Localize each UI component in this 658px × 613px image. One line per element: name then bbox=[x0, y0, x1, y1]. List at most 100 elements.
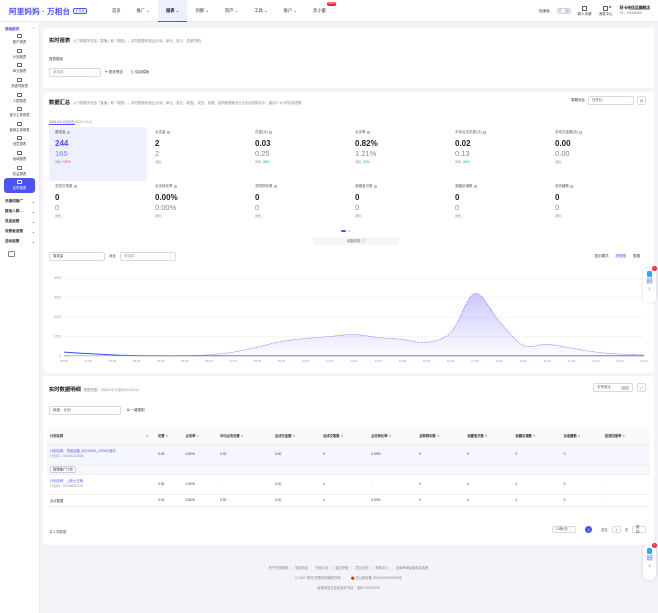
expand-icon: ⤢ bbox=[640, 385, 643, 390]
column-header[interactable]: 总收藏数 ⇅ bbox=[560, 428, 602, 445]
message-center-button[interactable]: 消息中心 bbox=[599, 5, 613, 17]
pin-icon[interactable]: ⊼ bbox=[648, 286, 651, 291]
trend-chart: 0 1000 2000 3000 4000 00:00 01:00 02:00 03:00 04:… bbox=[54, 276, 648, 363]
jump-button[interactable]: 跳转 bbox=[632, 525, 646, 534]
pin-icon[interactable]: ⊼ bbox=[648, 563, 651, 568]
footer-link[interactable]: 法律声明及隐私权政策 bbox=[395, 566, 429, 570]
collapse-menu-icon[interactable] bbox=[8, 250, 15, 257]
metric-card[interactable]: 总收藏数 0 0 对比 - bbox=[549, 181, 647, 235]
sidebar-item-region[interactable]: 地域报表 bbox=[0, 149, 39, 164]
mode-trend-tab[interactable]: 趋势图 bbox=[615, 254, 627, 258]
sidebar-group-basic[interactable]: 基础报表 ⌃ bbox=[5, 26, 35, 32]
column-header[interactable]: 花费 ⇅ bbox=[154, 428, 183, 445]
footer-link[interactable]: 帮助中心 bbox=[375, 566, 389, 570]
column-header[interactable]: ⇅ bbox=[143, 428, 155, 445]
newbie-manual-button[interactable]: 新人手册 bbox=[578, 5, 592, 17]
sidebar-group-event[interactable]: 活动运营 ⌄ bbox=[5, 239, 35, 244]
sidebar-item-plan[interactable]: 计划报表 bbox=[0, 47, 39, 62]
sidebar-item-item-subject[interactable]: 宝贝主体报表 bbox=[0, 105, 39, 120]
sidebar-item-keyword[interactable]: 关键词报表 bbox=[0, 76, 39, 91]
carousel-dots[interactable] bbox=[341, 230, 350, 232]
column-header[interactable]: 总成交金额 ⇅ bbox=[271, 428, 321, 445]
footer-link[interactable]: 廉正举报 bbox=[335, 566, 349, 570]
batch-report-button[interactable]: ⧉ 一键报制 bbox=[127, 408, 145, 412]
footer-link[interactable]: 关于阿里妈妈 bbox=[268, 566, 289, 570]
fullscreen-button[interactable]: ⤢ bbox=[637, 383, 646, 392]
metric-card[interactable]: 花费(元) 0.03 0.25 对比 -88% bbox=[249, 127, 347, 181]
table-row[interactable]: 计划名称：上新七日第 计划ID：83084850244 0.00 0.00% -0.00… bbox=[47, 474, 650, 495]
column-header[interactable]: 计划名称 bbox=[47, 428, 143, 445]
nav-assistant[interactable]: 奔小蜜 NEW bbox=[313, 2, 336, 13]
nav-account[interactable]: 账户 ⌄ bbox=[283, 8, 298, 13]
save-template-button[interactable]: ◫ 保存模版 bbox=[130, 70, 150, 74]
sidebar-item-unit[interactable]: 单元报表 bbox=[0, 61, 39, 76]
plan-name-cell[interactable]: 计划名称：货品加速_20240306_192942测试 计划ID：84087134… bbox=[47, 444, 143, 465]
online-service-button[interactable]: 1 在线客服 ⊼ bbox=[643, 266, 657, 303]
template-select[interactable]: 请选择 ⌄ bbox=[49, 68, 101, 77]
page-button-1[interactable]: 1 bbox=[585, 526, 592, 533]
brand-logo[interactable]: 阿里妈妈 · 万相台 无界版 bbox=[9, 6, 87, 16]
metric-card[interactable]: 总成交笔数 0 0 对比 - bbox=[49, 181, 147, 235]
sidebar-group-audience[interactable]: 精准人群... ⌄ bbox=[5, 209, 35, 214]
metric-card[interactable]: 收藏宝贝数 0 0 对比 - bbox=[349, 181, 447, 235]
metric-card[interactable]: 展现量 244 165 对比 +47% bbox=[49, 127, 147, 181]
column-header[interactable]: 点击率 ⇅ bbox=[182, 428, 217, 445]
footer-link[interactable]: 开放平台 bbox=[315, 566, 329, 570]
nav-insight[interactable]: 洞察 ⌄ bbox=[195, 8, 209, 13]
column-header[interactable]: 收藏宝贝数 ⇅ bbox=[464, 428, 513, 445]
metric-card[interactable]: 点击转化率 0.00% 0.00% 对比 - bbox=[149, 181, 247, 235]
goto-page-input[interactable]: 1 bbox=[611, 526, 621, 533]
online-service-button-2[interactable]: 1 在线客服 ⊼ bbox=[643, 543, 657, 580]
nav-assets[interactable]: 资产 ⌄ bbox=[224, 8, 239, 13]
sidebar-group-keyword-promo[interactable]: 关键词推广 ⌄ bbox=[5, 199, 35, 204]
nav-reports[interactable]: 报表 ⌄ bbox=[158, 0, 188, 22]
nav-home[interactable]: 首页 bbox=[112, 8, 121, 13]
metric-card[interactable]: 总购物车数 0 0 对比 - bbox=[249, 181, 347, 235]
metric-card[interactable]: 平均点击花费(元) 0.02 0.13 对比 -84% bbox=[449, 127, 547, 181]
sidebar-group-goods[interactable]: 货品运营 ⌄ bbox=[5, 219, 35, 224]
sidebar-item-audience[interactable]: 人群报表 bbox=[0, 90, 39, 105]
mode-toggle[interactable]: 开 bbox=[556, 8, 571, 14]
compare-select[interactable]: 日环比 ⌄ bbox=[588, 96, 634, 105]
table-row[interactable]: 计划名称：货品加速_20240306_192942测试 计划ID：84087134… bbox=[47, 444, 650, 465]
column-header[interactable]: 总成交笔数 ⇅ bbox=[320, 428, 369, 445]
footer-link[interactable]: 意见反馈 bbox=[355, 566, 369, 570]
settings-button[interactable]: ⚙ bbox=[637, 96, 646, 105]
font-zoom-toggle[interactable]: 字号放大 bbox=[593, 383, 633, 392]
sidebar-group-consumer[interactable]: 消费者运营 ⌄ bbox=[5, 229, 35, 234]
compare-metric-select[interactable]: 请选择 ⌄ bbox=[120, 252, 176, 261]
column-header[interactable]: 投资回报率 ⇅ bbox=[601, 428, 650, 445]
plan-name-cell[interactable]: 计划名称：上新七日第 计划ID：83084850244 bbox=[47, 474, 143, 495]
user-info[interactable]: 阿卡哈佳品旗舰店 ID：93058960 bbox=[619, 6, 650, 15]
mode-table-tab[interactable]: 表格 bbox=[633, 254, 640, 258]
collapse-detail-button[interactable]: 收起详情 ⓘ bbox=[313, 237, 399, 245]
metric-card[interactable]: 点击率 0.82% 1.21% 对比 -32% bbox=[349, 127, 447, 181]
nav-promotion[interactable]: 推广 ⌄ bbox=[136, 8, 150, 13]
footer-link[interactable]: 服务协议 bbox=[295, 566, 309, 570]
column-header[interactable]: 点击转化率 ⇅ bbox=[368, 428, 417, 445]
sidebar-item-rights[interactable]: 权益报表 bbox=[0, 163, 39, 178]
sidebar-item-account[interactable]: 账户报表 bbox=[0, 32, 39, 47]
sidebar-item-marketing-subject[interactable]: 营销主体报表 bbox=[0, 120, 39, 135]
page-size-select[interactable]: 20条/页 ⌄ bbox=[551, 526, 576, 533]
dimension-select[interactable]: 维度：计划 ⌄ bbox=[49, 406, 121, 415]
next-page-button[interactable]: › bbox=[596, 527, 598, 532]
sidebar-item-realtime[interactable]: 实时报表 bbox=[4, 177, 35, 193]
table-cell: 0.00% bbox=[368, 444, 417, 465]
x-tick-label: 08:00 bbox=[254, 359, 262, 363]
manage-plan-button[interactable]: 管理推广计划 bbox=[50, 466, 76, 473]
metric-card[interactable]: 收藏店铺数 0 0 对比 - bbox=[449, 181, 547, 235]
metric-card[interactable]: 点击量 2 2 对比 - bbox=[149, 127, 247, 181]
prev-page-button[interactable]: ‹ bbox=[579, 527, 581, 532]
sidebar-item-creative[interactable]: 创意报表 bbox=[0, 134, 39, 149]
column-header[interactable]: 总购物车数 ⇅ bbox=[416, 428, 465, 445]
metric-select[interactable]: 展现量 ⌄ bbox=[49, 252, 105, 261]
metric-name: 点击量 bbox=[155, 130, 241, 135]
nav-tools[interactable]: 工具 ⌄ bbox=[254, 8, 268, 13]
metric-card[interactable]: 总成交金额(元) 0.00 0.00 对比 - bbox=[549, 127, 647, 181]
icp-record[interactable]: ⬤ 浙公网安备 33010002000092号 bbox=[350, 576, 402, 580]
new-badge: NEW bbox=[326, 2, 336, 6]
more-filter-button[interactable]: ⏷ 更多筛选 bbox=[105, 70, 123, 74]
column-header[interactable]: 平均点击花费 ⇅ bbox=[216, 428, 272, 445]
column-header[interactable]: 收藏店铺数 ⇅ bbox=[512, 428, 561, 445]
